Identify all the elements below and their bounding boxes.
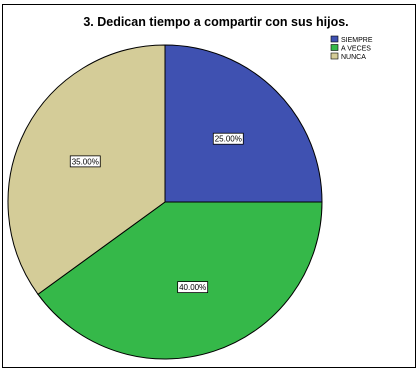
slice-data-label: 25.00% [212,132,244,145]
legend-swatch [330,44,339,51]
slice-label-text: 40.00% [179,283,206,292]
pie-slice-a-veces [37,201,323,360]
slice-label-box [69,155,101,168]
slice-label-box [177,281,209,294]
pie-slice-siempre [164,44,323,203]
legend-item-siempre: SIEMPRE [330,35,373,44]
chart-title: 3. Dedican tiempo a compartir con sus hi… [83,15,348,29]
pie-slice-nunca [7,44,166,295]
slice-label-text: 25.00% [215,135,242,144]
legend-label: A VECES [341,46,371,53]
slice-label-text: 35.00% [72,157,99,166]
legend-label: SIEMPRE [341,37,373,44]
slice-data-label: 35.00% [69,155,101,168]
legend-item-nunca: NUNCA [330,52,366,61]
legend-swatch [330,35,339,43]
legend-item-a-veces: A VECES [330,44,371,53]
legend-label: NUNCA [341,54,366,61]
legend-swatch [330,52,339,60]
pie-slices: 25.00% 40.00% 35.00% [7,44,323,360]
slice-data-label: 40.00% [177,281,209,294]
slice-label-box [212,132,244,145]
